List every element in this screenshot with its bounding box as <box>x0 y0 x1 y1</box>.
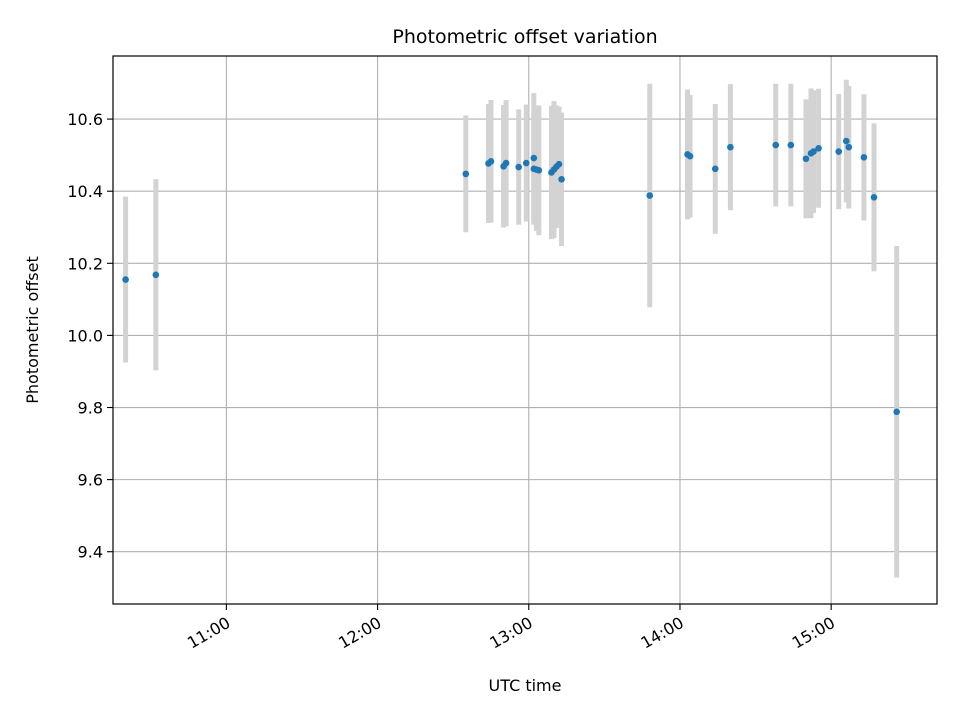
data-point <box>502 159 510 167</box>
data-point <box>152 271 160 279</box>
data-point <box>711 165 719 173</box>
y-tick-label: 10.0 <box>67 326 103 345</box>
data-point <box>893 408 900 416</box>
data-point <box>646 192 654 199</box>
data-point <box>487 157 495 165</box>
data-point <box>530 154 538 162</box>
data-point <box>515 163 523 171</box>
data-point <box>810 148 817 155</box>
x-axis-label: UTC time <box>489 676 562 695</box>
y-tick-label: 10.4 <box>67 182 103 201</box>
data-points <box>122 137 900 416</box>
data-point <box>802 155 810 163</box>
y-axis-ticks: 9.4 9.6 9.8 10.0 10.2 10.4 10.6 <box>67 110 113 562</box>
data-point <box>860 154 868 161</box>
data-point <box>772 141 780 149</box>
y-tick-label: 9.4 <box>78 543 103 562</box>
data-point <box>555 160 563 168</box>
data-point <box>845 143 853 151</box>
data-point <box>815 144 822 152</box>
data-point <box>727 143 734 151</box>
data-point <box>522 159 530 167</box>
y-tick-label: 9.6 <box>78 471 103 490</box>
y-tick-label: 9.8 <box>78 399 103 418</box>
data-point <box>558 176 565 183</box>
y-tick-label: 10.6 <box>67 110 103 129</box>
data-point <box>835 148 843 155</box>
data-point <box>122 276 129 283</box>
chart-title: Photometric offset variation <box>392 26 657 48</box>
data-point <box>870 194 878 201</box>
y-tick-label: 10.2 <box>67 254 103 273</box>
data-point <box>686 152 694 160</box>
data-point <box>842 137 850 145</box>
y-axis-label: Photometric offset <box>23 256 42 404</box>
data-point <box>787 141 795 149</box>
plot-frame <box>112 55 938 605</box>
data-point <box>462 170 470 178</box>
data-point <box>535 166 543 174</box>
